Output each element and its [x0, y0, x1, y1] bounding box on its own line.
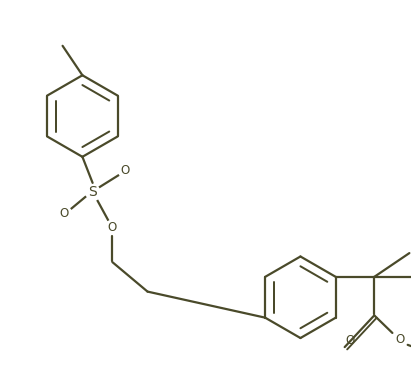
Text: O: O: [394, 333, 404, 346]
Text: O: O: [59, 207, 69, 220]
Text: O: O: [107, 220, 117, 234]
Text: S: S: [88, 185, 97, 199]
Text: O: O: [121, 164, 130, 177]
Text: O: O: [345, 335, 354, 347]
